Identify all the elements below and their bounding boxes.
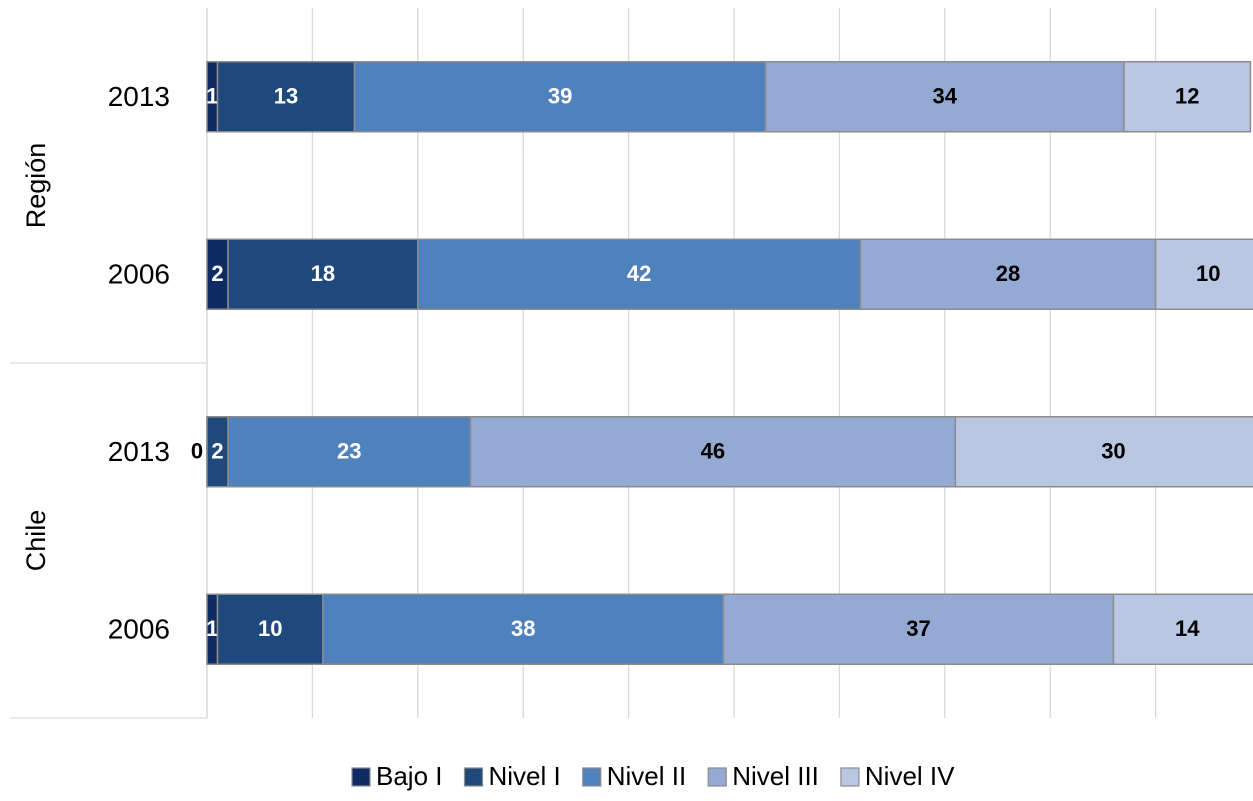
data-label: 38 [511,616,535,641]
data-label: 10 [258,616,282,641]
bar-segment [764,61,1125,133]
data-label: 1 [206,616,218,641]
data-label: 34 [933,84,958,109]
data-label: 14 [1175,616,1200,641]
data-label: 12 [1175,84,1199,109]
data-label: 13 [274,84,298,109]
legend-swatch [582,767,602,787]
data-label: 2 [211,261,223,286]
y-tick-label: 2006 [108,614,170,645]
data-label: 23 [337,439,361,464]
data-label: 42 [627,261,651,286]
data-label: 0 [191,439,203,464]
legend-label: Nivel IV [865,761,955,791]
group-label: Chile [21,510,51,572]
data-label: 37 [906,616,930,641]
y-tick-label: 2013 [108,436,170,467]
data-label: 46 [701,439,725,464]
data-label: 30 [1101,439,1125,464]
bar-segment [417,238,862,310]
legend-swatch [463,767,484,787]
y-tick-label: 2013 [108,81,170,112]
bar-segment [1154,238,1253,310]
legend-swatch [351,767,371,787]
data-label: 39 [548,84,572,109]
legend-label: Bajo I [376,761,443,791]
bar-segment [954,416,1253,488]
bar-segment [353,61,767,133]
legend-label: Nivel I [489,761,561,791]
bar-segment [469,416,957,488]
bar-segment [1123,61,1252,133]
bar-segment [322,593,725,665]
data-label: 28 [996,261,1020,286]
data-label: 10 [1196,261,1220,286]
legend-swatch [707,767,727,787]
group-label: Región [21,143,51,229]
legend-swatch [840,767,860,787]
data-label: 1 [206,84,218,109]
bar-segment [859,238,1157,310]
data-label: 18 [311,261,335,286]
legend-label: Nivel II [607,761,686,791]
bar-segment [227,238,419,310]
legend-label: Nivel III [732,761,819,791]
data-label: 2 [211,439,223,464]
bar-segment [1112,593,1253,665]
y-tick-label: 2006 [108,259,170,290]
bar-segment [722,593,1115,665]
